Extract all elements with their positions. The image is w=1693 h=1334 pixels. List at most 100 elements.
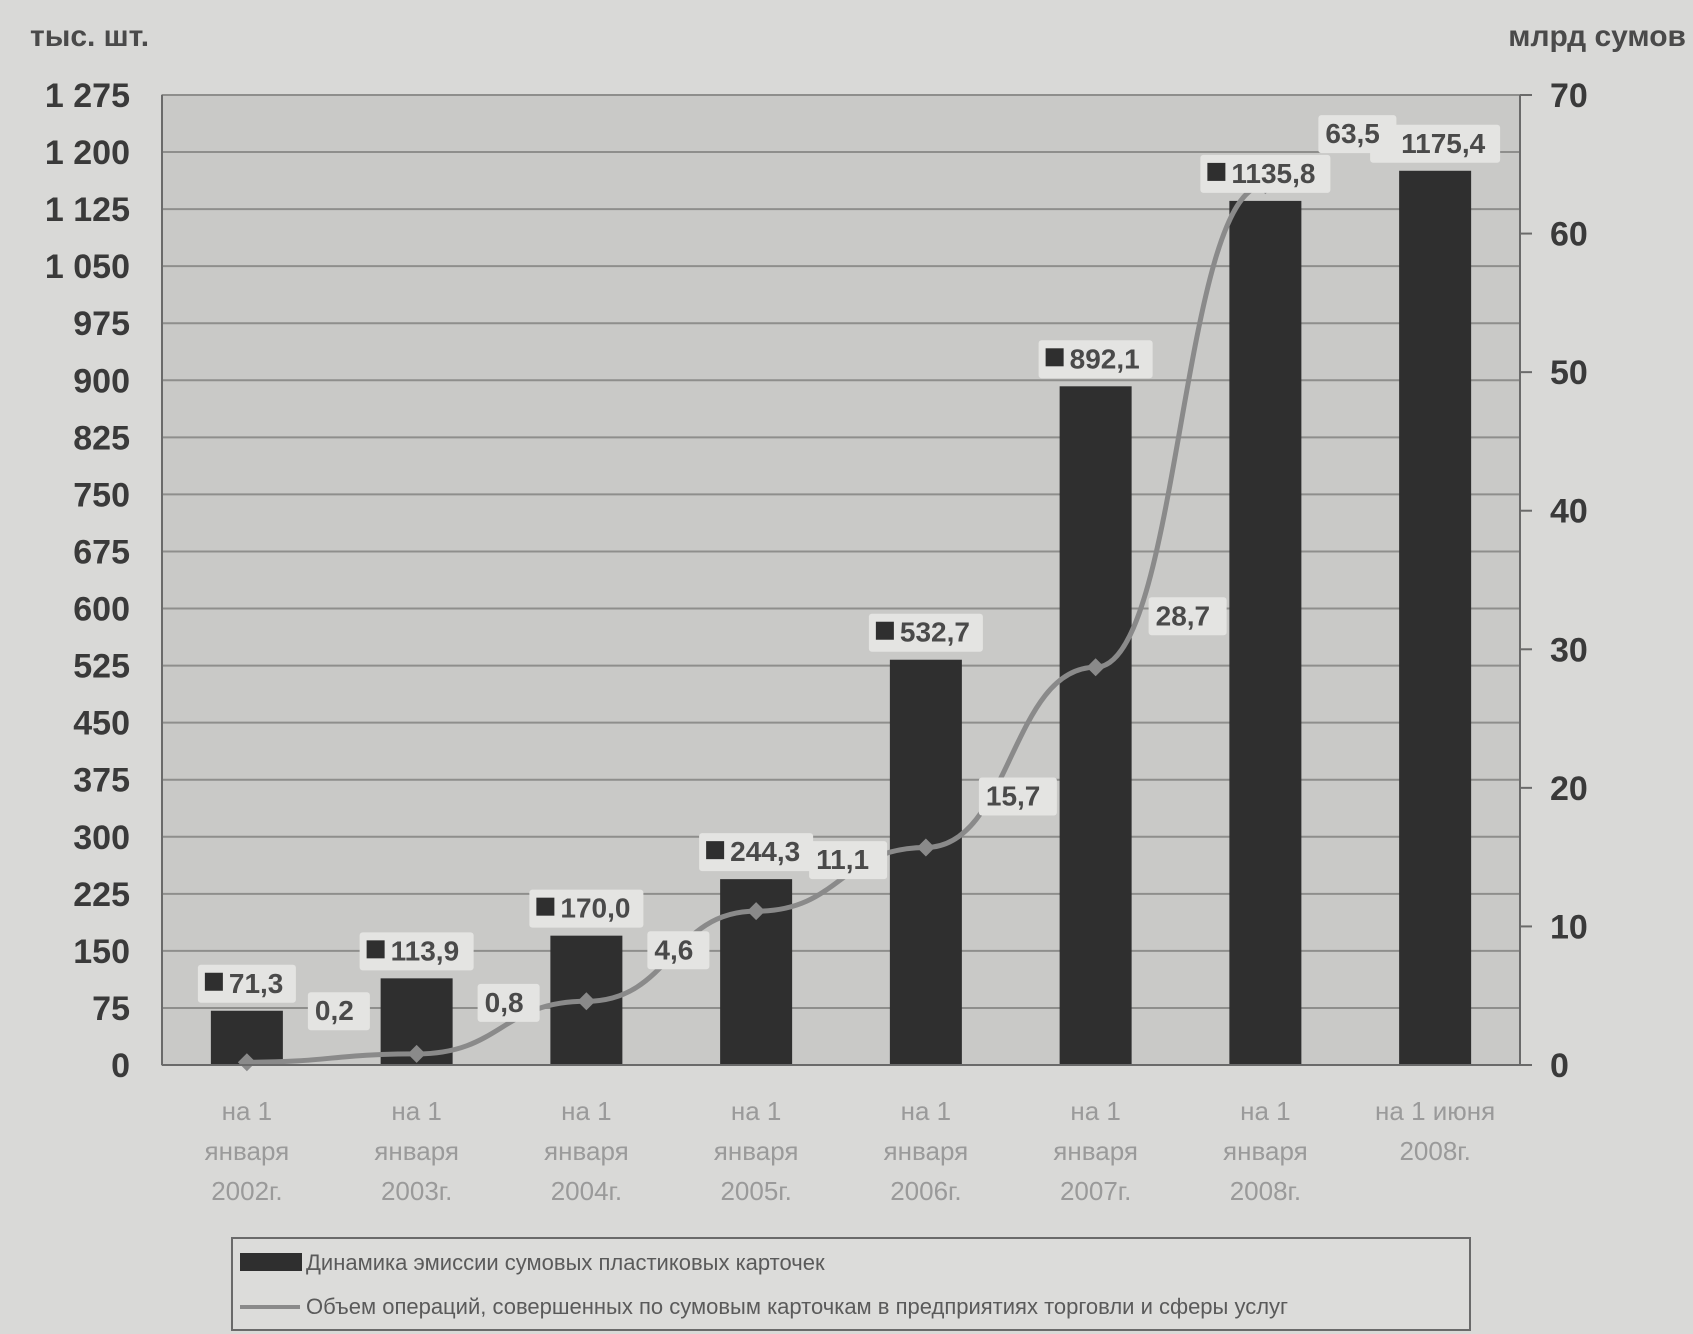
left-tick-label: 375 (73, 762, 130, 800)
line-value-label-bg (647, 931, 710, 970)
right-tick-label: 40 (1550, 493, 1588, 531)
left-tick-label: 525 (73, 648, 130, 686)
right-tick-label: 30 (1550, 631, 1588, 669)
x-tick-label: на 1 января 2005г. (714, 1096, 799, 1206)
left-tick-label: 0 (111, 1047, 130, 1085)
left-tick-label: 1 125 (45, 191, 130, 229)
right-tick-label: 20 (1550, 770, 1588, 808)
bar-value-label-swatch (1207, 162, 1226, 181)
bar-value-label-text: 170,0 (560, 893, 630, 924)
left-tick-label: 600 (73, 591, 130, 629)
bar-value-label-text: 1135,8 (1231, 158, 1315, 189)
bar-value-label: 170,0 (529, 889, 644, 928)
right-tick-label: 0 (1550, 1047, 1569, 1085)
line-point (237, 1053, 256, 1072)
x-tick-label: на 1 января 2002г. (205, 1096, 290, 1206)
left-axis-unit: тыс. шт. (30, 20, 149, 53)
left-tick-label: 900 (73, 362, 130, 400)
bar-value-label-text: 1175,4 (1401, 128, 1486, 159)
left-tick-label: 675 (73, 533, 130, 571)
x-tick-label: на 1 января 2006г. (884, 1096, 969, 1206)
bar-value-label: 113,9 (359, 932, 474, 971)
bar (1229, 200, 1302, 1065)
line-value-label-text: 15,7 (986, 780, 1041, 811)
line-point (916, 838, 935, 857)
line-series (237, 176, 1275, 1072)
line-value-label-bg (978, 777, 1057, 816)
left-tick-label: 150 (73, 933, 130, 971)
x-tick-label: на 1 января 2003г. (374, 1096, 459, 1206)
left-tick-label: 450 (73, 705, 130, 743)
left-tick-label: 75 (92, 990, 130, 1028)
bar-value-label-swatch (536, 897, 555, 916)
legend-box (231, 1237, 1471, 1331)
bar-value-label: 532,7 (868, 613, 983, 652)
right-tick-label: 10 (1550, 908, 1588, 946)
left-tick-label: 1 275 (45, 77, 130, 115)
line-value-label: 0,8 (477, 983, 540, 1022)
x-tick-label: на 1 января 2008г. (1223, 1096, 1308, 1206)
left-tick-label: 225 (73, 876, 130, 914)
x-tick-label: на 1 января 2004г. (544, 1096, 629, 1206)
axes: 0751502253003754505256006757508259009751… (45, 77, 1588, 1206)
left-tick-label: 1 200 (45, 134, 130, 172)
x-tick-label: на 1 июня 2008г. (1375, 1096, 1495, 1166)
line-value-label: 63,5 (1318, 115, 1397, 154)
bar-value-label-bg (1038, 340, 1153, 379)
bar-value-label: 244,3 (699, 833, 814, 872)
left-tick-label: 825 (73, 419, 130, 457)
right-axis-unit: млрд сумов (1508, 20, 1686, 53)
left-tick-label: 1 050 (45, 248, 130, 286)
bar-value-label-bg (868, 613, 983, 652)
bar-value-label: 1175,4 (1370, 124, 1501, 163)
line-path (246, 182, 1266, 1065)
legend-bar-label: Динамика эмиссии сумовых пластиковых кар… (306, 1250, 825, 1275)
line-value-label: 15,7 (978, 777, 1057, 816)
right-tick-label: 50 (1550, 354, 1588, 392)
bar-value-label-bg (1200, 154, 1331, 193)
data-labels: 71,3 113,9 170,0 244,3 532,7 892,1 1135,8 1175,… (197, 115, 1501, 1031)
bar-value-label-text: 532,7 (900, 617, 970, 648)
bar-value-label-swatch (204, 972, 223, 991)
bar-value-label-swatch (1045, 348, 1064, 367)
line-value-label-text: 4,6 (654, 934, 693, 965)
left-tick-label: 750 (73, 476, 130, 514)
bar-value-label-bg (699, 833, 814, 872)
left-tick-label: 300 (73, 819, 130, 857)
line-value-label-bg (809, 841, 888, 880)
plot-area (161, 94, 1521, 1066)
line-value-label: 4,6 (647, 931, 710, 970)
line-value-label-text: 0,2 (315, 995, 354, 1026)
line-point (1086, 658, 1105, 677)
line-point (747, 902, 766, 921)
line-value-label-text: 28,7 (1156, 600, 1211, 631)
bar-value-label-swatch (875, 621, 894, 640)
line-point (407, 1044, 426, 1063)
right-tick-label: 70 (1550, 77, 1588, 115)
bar-value-label-text: 892,1 (1070, 343, 1140, 374)
bar-value-label: 1135,8 (1200, 154, 1331, 193)
bar-value-label-text: 113,9 (391, 935, 460, 966)
line-value-label: 28,7 (1148, 597, 1227, 636)
line-value-label-bg (307, 992, 370, 1031)
bar-value-label-text: 71,3 (229, 968, 284, 999)
line-value-label-bg (1318, 115, 1397, 154)
legend-line-label: Объем операций, совершенных по сумовым к… (306, 1294, 1288, 1319)
left-tick-label: 975 (73, 305, 130, 343)
line-value-label: 11,1 (809, 841, 888, 880)
bar-value-label: 892,1 (1038, 340, 1153, 379)
bar-value-label-bg (1370, 124, 1501, 163)
bar (1059, 386, 1132, 1065)
bar-value-label-swatch (706, 841, 725, 860)
line-value-label-text: 0,8 (485, 987, 524, 1018)
line-value-label-bg (1148, 597, 1227, 636)
bar-value-label-bg (359, 932, 474, 971)
line-value-label-text: 63,5 (1325, 118, 1380, 149)
line-point (577, 992, 596, 1011)
bar-value-label-text: 244,3 (730, 836, 800, 867)
legend-bar-swatch (240, 1253, 302, 1271)
bar (889, 659, 962, 1065)
x-tick-label: на 1 января 2007г. (1053, 1096, 1138, 1206)
line-value-label-bg (477, 983, 540, 1022)
